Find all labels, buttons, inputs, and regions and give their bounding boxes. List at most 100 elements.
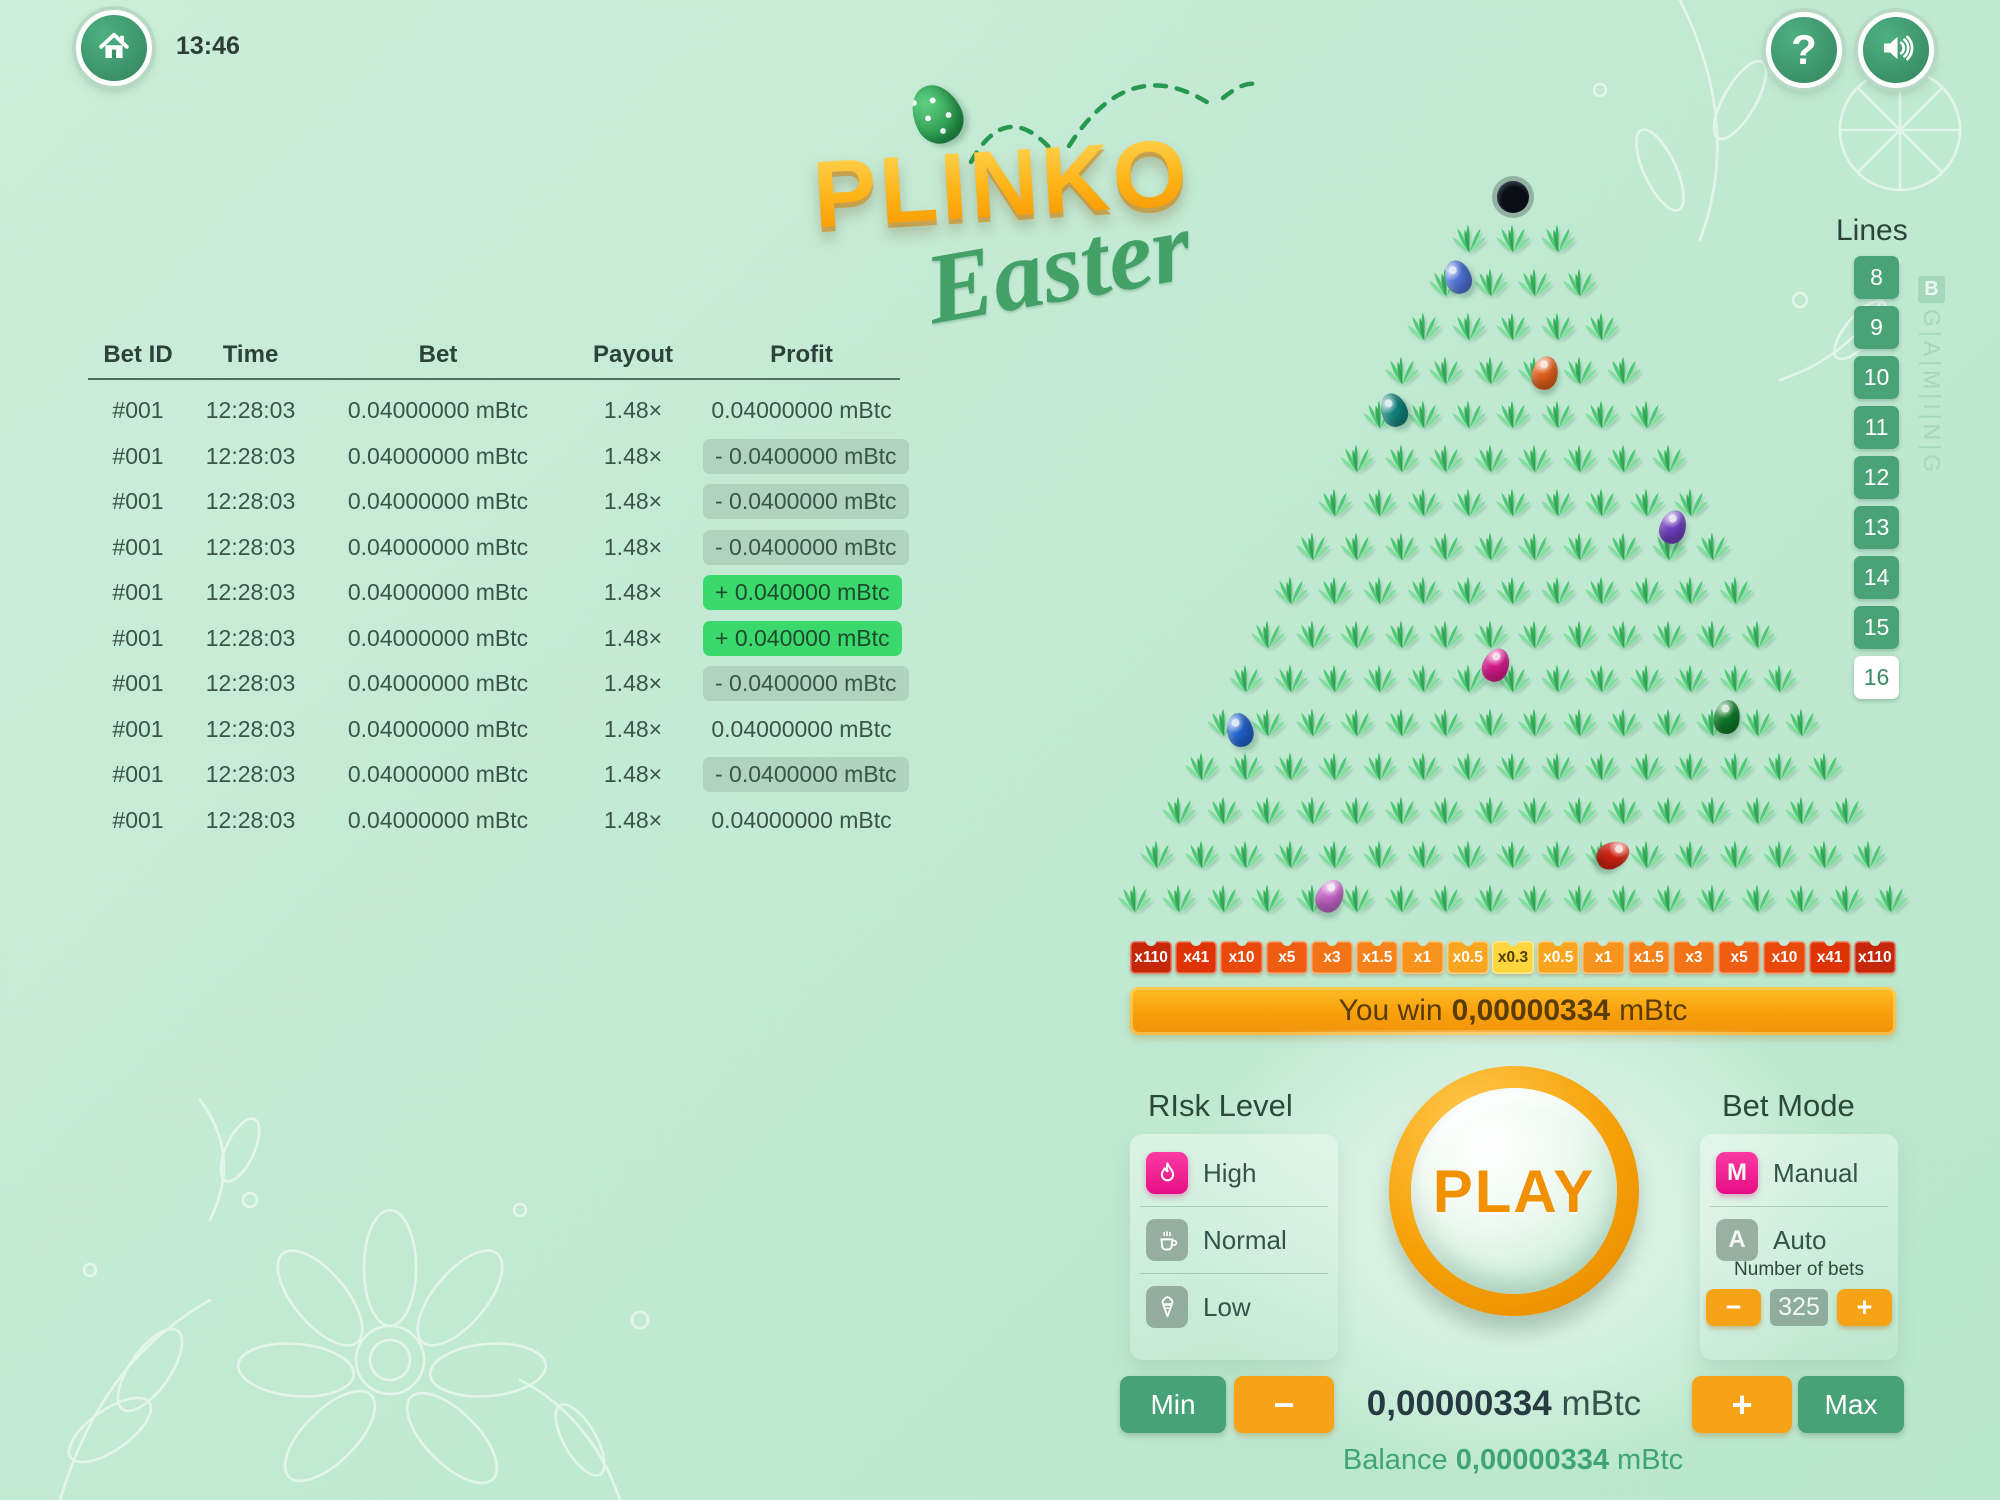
cell-bet: 0.04000000 mBtc [347, 715, 529, 742]
grass-peg [1405, 309, 1443, 341]
grass-peg [1650, 441, 1688, 473]
multiplier-slot: x3 [1672, 941, 1716, 974]
help-button[interactable]: ? [1766, 12, 1842, 88]
ball-drop-hole [1497, 181, 1529, 213]
balance-amount: 0,00000334 [1455, 1444, 1609, 1476]
cell-time: 12:28:03 [205, 715, 296, 742]
grass-peg [1316, 485, 1354, 517]
manual-mode-icon: M [1716, 1152, 1758, 1194]
grass-peg [1717, 837, 1755, 869]
number-of-bets-value[interactable]: 325 [1770, 1289, 1828, 1326]
cell-payout: 1.48× [603, 806, 663, 833]
grass-peg [1628, 749, 1666, 781]
multiplier-slot: x41 [1808, 941, 1851, 974]
bet-amount[interactable]: 0,00000334 mBtc [1334, 1384, 1674, 1424]
table-row: #001 12:28:03 0.04000000 mBtc 1.48× 0.040000… [88, 388, 900, 434]
cell-payout: 1.48× [603, 488, 663, 515]
max-bet-button[interactable]: Max [1798, 1376, 1904, 1433]
lines-option-11[interactable]: 11 [1854, 406, 1899, 449]
cell-profit: 0.04000000 mBtc [703, 393, 900, 428]
grass-peg [1450, 749, 1488, 781]
grass-peg [1539, 485, 1577, 517]
grass-peg [1294, 617, 1332, 649]
sound-button[interactable] [1858, 12, 1934, 88]
win-banner: You win 0,00000334 mBtc [1130, 987, 1896, 1035]
grass-peg [1628, 837, 1666, 869]
grass-peg [1450, 485, 1488, 517]
grass-peg [1783, 793, 1821, 825]
lines-option-16[interactable]: 16 [1854, 656, 1899, 699]
increase-bet-button[interactable]: + [1692, 1376, 1792, 1433]
bet-mode-option-manual[interactable]: M Manual [1700, 1140, 1898, 1206]
auto-mode-icon: A [1716, 1219, 1758, 1261]
coffee-icon [1146, 1219, 1188, 1261]
bet-mode-option-auto[interactable]: A Auto [1700, 1207, 1898, 1265]
grass-peg [1605, 881, 1643, 913]
table-row: #001 12:28:03 0.04000000 mBtc 1.48× - 0.0400… [88, 434, 909, 480]
increase-bets-button[interactable]: + [1837, 1289, 1892, 1326]
cell-time: 12:28:03 [205, 579, 296, 606]
bet-amount-value: 0,00000334 [1366, 1384, 1552, 1423]
grass-peg [1783, 705, 1821, 737]
grass-peg [1516, 793, 1554, 825]
lines-option-12[interactable]: 12 [1854, 456, 1899, 499]
multiplier-slot: x110 [1130, 941, 1173, 974]
grass-peg [1294, 793, 1332, 825]
grass-peg [1338, 529, 1376, 561]
decrease-bets-button[interactable]: − [1706, 1289, 1761, 1326]
grass-peg [1761, 661, 1799, 693]
lines-option-15[interactable]: 15 [1854, 606, 1899, 649]
grass-peg [1694, 617, 1732, 649]
min-bet-button[interactable]: Min [1120, 1376, 1226, 1433]
cell-profit: - 0.0400000 mBtc [703, 529, 909, 565]
grass-peg [1672, 661, 1710, 693]
col-payout: Payout [592, 341, 673, 368]
lines-option-8[interactable]: 8 [1854, 256, 1899, 299]
grass-peg [1605, 793, 1643, 825]
lines-option-10[interactable]: 10 [1854, 356, 1899, 399]
multiplier-slot: x0.5 [1537, 941, 1580, 974]
lines-option-9[interactable]: 9 [1854, 306, 1899, 349]
table-row: #001 12:28:03 0.04000000 mBtc 1.48× 0.040000… [88, 707, 900, 753]
grass-peg [1739, 793, 1777, 825]
grass-peg [1717, 573, 1755, 605]
lines-option-14[interactable]: 14 [1854, 556, 1899, 599]
profit-badge: 0.04000000 mBtc [711, 397, 892, 424]
grass-peg [1427, 793, 1465, 825]
multiplier-slot: x5 [1265, 941, 1308, 974]
grass-peg [1427, 617, 1465, 649]
play-button[interactable]: PLAY [1389, 1066, 1639, 1316]
decrease-bet-button[interactable]: − [1234, 1376, 1334, 1433]
multiplier-slot: x110 [1853, 941, 1896, 974]
flame-icon [1146, 1152, 1188, 1194]
grass-peg [1583, 573, 1621, 605]
grass-peg [1338, 705, 1376, 737]
grass-peg [1516, 705, 1554, 737]
grass-peg [1806, 749, 1844, 781]
grass-peg [1472, 705, 1510, 737]
grass-peg [1650, 617, 1688, 649]
profit-badge: - 0.0400000 mBtc [703, 438, 909, 474]
grass-peg [1494, 309, 1532, 341]
divider [1710, 1206, 1888, 1207]
cell-time: 12:28:03 [205, 670, 296, 697]
risk-option-normal[interactable]: Normal [1130, 1207, 1338, 1273]
profit-badge: - 0.0400000 mBtc [703, 484, 909, 520]
bet-mode-label: Manual [1773, 1157, 1859, 1188]
grass-peg [1338, 441, 1376, 473]
grass-peg [1605, 441, 1643, 473]
multiplier-row: x110 x41 x10 x5 x3 x1.5 x1 x0.5 x0.3 x0.5 x1 x1.5 x3… [1130, 941, 1896, 974]
lines-option-13[interactable]: 13 [1854, 506, 1899, 549]
risk-option-low[interactable]: Low [1130, 1274, 1338, 1340]
cell-bet: 0.04000000 mBtc [347, 761, 529, 788]
risk-option-high[interactable]: High [1130, 1140, 1338, 1206]
cell-payout: 1.48× [603, 624, 663, 651]
profit-badge: 0.04000000 mBtc [711, 806, 892, 833]
home-button[interactable] [76, 10, 152, 86]
divider [1140, 1273, 1328, 1274]
grass-peg [1227, 749, 1265, 781]
grass-peg [1516, 617, 1554, 649]
grass-peg [1383, 353, 1421, 385]
grass-peg [1160, 881, 1198, 913]
cell-bet: 0.04000000 mBtc [347, 533, 529, 560]
